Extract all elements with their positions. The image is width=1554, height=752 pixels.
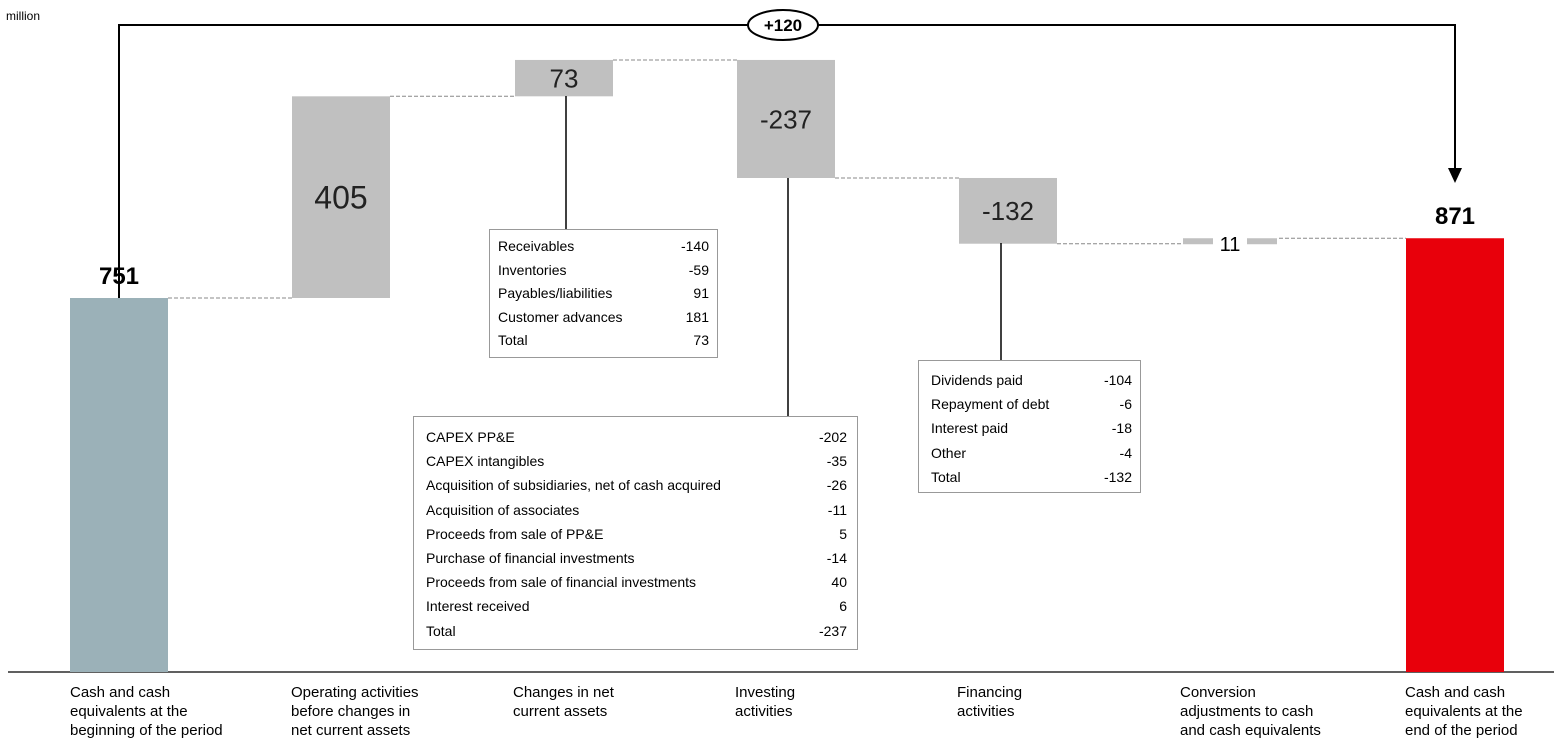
- bar-4: [959, 177, 1057, 244]
- category-label: Financing activities: [957, 684, 1023, 720]
- breakdown-row: Proceeds from sale of PP&E 5: [426, 522, 847, 546]
- breakdown-row-value: -59: [688, 261, 709, 278]
- breakdown-row-value: -26: [826, 477, 847, 494]
- bar-3: [737, 59, 835, 178]
- breakdown-row: Acquisition of subsidiaries, net of cash…: [426, 473, 847, 497]
- breakdown-row: Repayment of debt -6: [931, 392, 1132, 416]
- breakdown-row-value: -132: [1103, 468, 1132, 485]
- value-label-5: 11: [1220, 234, 1241, 256]
- breakdown-row: Inventories -59: [498, 259, 709, 283]
- category-label: Conversion adjustments to cash and cash …: [1180, 684, 1321, 739]
- category-label: Changes in net current assets: [513, 684, 614, 720]
- unit-label: million: [6, 9, 41, 23]
- breakdown-row: Other -4: [931, 441, 1132, 465]
- breakdown-row-label: Total: [426, 622, 456, 639]
- category-label: Cash and cash equivalents at the beginni…: [70, 684, 223, 739]
- breakdown-row-value: -6: [1119, 396, 1132, 413]
- breakdown-row: Total 73: [498, 329, 709, 353]
- breakdown-row-value: -18: [1111, 420, 1132, 437]
- breakdown-row: Acquisition of associates -11: [426, 498, 847, 522]
- breakdown-row-label: Acquisition of subsidiaries, net of cash…: [426, 477, 721, 494]
- value-label-1: 405: [314, 180, 367, 216]
- breakdown-investing: CAPEX PP&E -202 CAPEX intangibles -35 Acquis…: [413, 416, 858, 650]
- breakdown-row-value: -11: [827, 501, 847, 518]
- breakdown-row: Customer advances 181: [498, 306, 709, 330]
- breakdown-row-label: Acquisition of associates: [426, 501, 580, 518]
- breakdown-row: Proceeds from sale of financial investme…: [426, 570, 847, 594]
- bar-1: [292, 96, 390, 299]
- breakdown-row: Purchase of financial investments -14: [426, 546, 847, 570]
- breakdown-net-current-assets: Receivables -140 Inventories -59 Payables/li…: [489, 229, 718, 358]
- total-change-label: +120: [764, 16, 802, 35]
- bar-6: [1406, 238, 1504, 672]
- breakdown-row-label: CAPEX intangibles: [426, 453, 545, 470]
- category-label: Operating activities before changes in n…: [291, 684, 419, 739]
- bar-5-right: [1247, 238, 1277, 245]
- bar-2: [515, 59, 613, 97]
- breakdown-row: Interest received 6: [426, 594, 847, 618]
- category-label: Cash and cash equivalents at the end of …: [1405, 684, 1523, 739]
- breakdown-row-value: -4: [1119, 444, 1132, 461]
- breakdown-row: CAPEX PP&E -202: [426, 425, 847, 449]
- breakdown-row-value: 40: [831, 574, 847, 591]
- breakdown-row-value: 181: [685, 308, 709, 325]
- value-label-6: 871: [1435, 203, 1475, 230]
- breakdown-row-label: Total: [498, 332, 528, 349]
- total-change-arrowhead: [1448, 168, 1462, 183]
- breakdown-row-value: -104: [1103, 372, 1132, 388]
- breakdown-row-value: -14: [826, 549, 847, 566]
- category-label: Investing activities: [735, 684, 796, 720]
- breakdown-row-label: Inventories: [498, 261, 567, 278]
- breakdown-row-label: Proceeds from sale of financial investme…: [426, 574, 697, 591]
- value-label-3: -237: [760, 104, 812, 134]
- bar-5-left: [1183, 238, 1213, 245]
- total-change-badge: [747, 9, 819, 41]
- breakdown-row-label: Customer advances: [498, 308, 623, 325]
- breakdown-row-value: -237: [818, 622, 847, 639]
- breakdown-row-value: 91: [693, 285, 709, 302]
- breakdown-row-label: Interest paid: [931, 420, 1009, 437]
- breakdown-row: Total -237: [426, 619, 847, 643]
- breakdown-row-label: Proceeds from sale of PP&E: [426, 525, 604, 542]
- breakdown-row-label: Total: [931, 468, 961, 485]
- breakdown-row-label: Interest received: [426, 598, 530, 615]
- breakdown-row: Payables/liabilities 91: [498, 282, 709, 306]
- bar-0: [70, 298, 168, 672]
- breakdown-row-label: Receivables: [498, 238, 575, 254]
- breakdown-row: CAPEX intangibles -35: [426, 449, 847, 473]
- breakdown-row-label: Payables/liabilities: [498, 285, 613, 302]
- breakdown-row-value: 6: [839, 598, 847, 615]
- breakdown-row-label: CAPEX PP&E: [426, 429, 515, 445]
- breakdown-row: Dividends paid -104: [931, 368, 1132, 392]
- breakdown-row-value: -202: [818, 429, 847, 445]
- breakdown-row: Receivables -140: [498, 235, 709, 259]
- breakdown-row-value: -140: [680, 238, 709, 254]
- breakdown-row-label: Other: [931, 444, 967, 461]
- breakdown-row-value: 5: [839, 525, 847, 542]
- breakdown-row-label: Repayment of debt: [931, 396, 1050, 413]
- breakdown-financing: Dividends paid -104 Repayment of debt -6 Int…: [918, 360, 1141, 493]
- breakdown-row: Total -132: [931, 465, 1132, 489]
- value-label-4: -132: [982, 196, 1034, 226]
- value-label-2: 73: [550, 63, 579, 93]
- breakdown-row-label: Dividends paid: [931, 372, 1023, 388]
- breakdown-row: Interest paid -18: [931, 416, 1132, 440]
- breakdown-row-value: -35: [826, 453, 847, 470]
- breakdown-row-label: Purchase of financial investments: [426, 549, 635, 566]
- breakdown-row-value: 73: [693, 332, 709, 349]
